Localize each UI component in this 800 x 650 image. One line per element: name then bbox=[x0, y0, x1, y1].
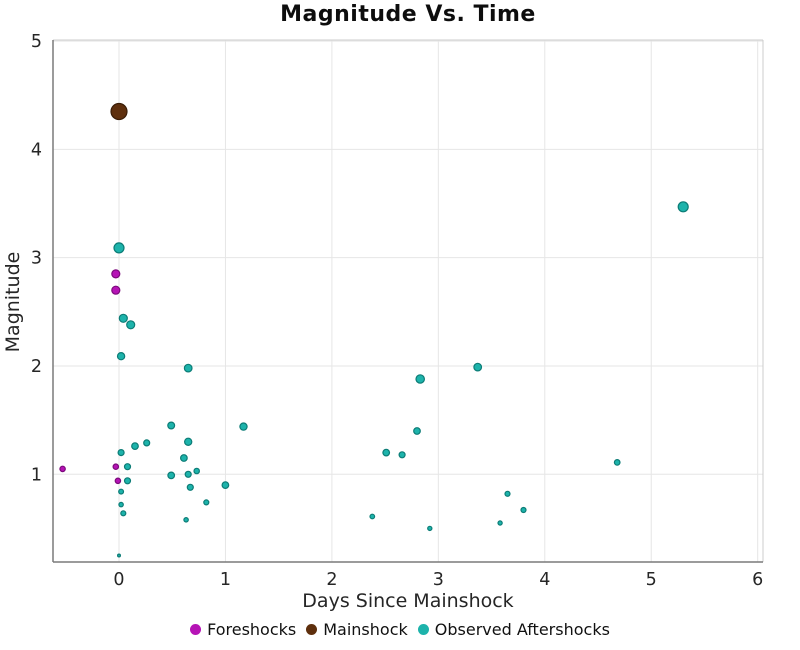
data-point-foreshocks[interactable] bbox=[114, 477, 122, 485]
data-point-observed-aftershocks[interactable] bbox=[167, 421, 176, 430]
y-tick-label: 3 bbox=[31, 249, 42, 269]
x-tick-label: 4 bbox=[539, 570, 550, 590]
data-point-observed-aftershocks[interactable] bbox=[186, 483, 194, 491]
data-point-observed-aftershocks[interactable] bbox=[497, 520, 503, 526]
legend: Foreshocks Mainshock Observed Aftershock… bbox=[0, 620, 800, 639]
data-point-observed-aftershocks[interactable] bbox=[203, 499, 210, 506]
data-point-foreshocks[interactable] bbox=[111, 269, 121, 279]
data-point-observed-aftershocks[interactable] bbox=[183, 363, 193, 373]
data-point-observed-aftershocks[interactable] bbox=[131, 442, 139, 451]
legend-label: Observed Aftershocks bbox=[434, 620, 610, 639]
data-point-observed-aftershocks[interactable] bbox=[183, 437, 193, 446]
x-tick-label: 6 bbox=[752, 570, 763, 590]
data-point-observed-aftershocks[interactable] bbox=[427, 525, 433, 532]
data-point-observed-aftershocks[interactable] bbox=[123, 477, 132, 485]
legend-item-foreshocks[interactable]: Foreshocks bbox=[190, 620, 296, 639]
data-point-observed-aftershocks[interactable] bbox=[167, 471, 176, 480]
data-point-observed-aftershocks[interactable] bbox=[126, 320, 136, 330]
data-point-observed-aftershocks[interactable] bbox=[179, 454, 188, 462]
data-point-observed-aftershocks[interactable] bbox=[118, 501, 124, 508]
x-axis-label: Days Since Mainshock bbox=[302, 590, 514, 612]
legend-item-mainshock[interactable]: Mainshock bbox=[306, 620, 408, 639]
data-point-observed-aftershocks[interactable] bbox=[382, 448, 391, 457]
y-axis-label: Magnitude bbox=[2, 251, 24, 353]
data-point-observed-aftershocks[interactable] bbox=[369, 513, 376, 520]
data-point-observed-aftershocks[interactable] bbox=[118, 313, 128, 323]
chart-title: Magnitude Vs. Time bbox=[280, 2, 536, 27]
data-point-observed-aftershocks[interactable] bbox=[117, 449, 125, 457]
data-point-observed-aftershocks[interactable] bbox=[413, 427, 421, 435]
data-point-observed-aftershocks[interactable] bbox=[520, 506, 527, 514]
data-point-foreshocks[interactable] bbox=[111, 285, 121, 295]
data-point-observed-aftershocks[interactable] bbox=[116, 352, 126, 361]
data-point-mainshock[interactable] bbox=[110, 102, 128, 121]
data-point-observed-aftershocks[interactable] bbox=[398, 451, 406, 459]
y-tick-label: 5 bbox=[31, 32, 42, 52]
data-point-observed-aftershocks[interactable] bbox=[221, 481, 230, 490]
data-point-observed-aftershocks[interactable] bbox=[113, 242, 125, 254]
y-tick-label: 1 bbox=[31, 465, 42, 485]
data-point-observed-aftershocks[interactable] bbox=[120, 510, 127, 517]
data-point-observed-aftershocks[interactable] bbox=[473, 362, 483, 372]
data-point-observed-aftershocks[interactable] bbox=[415, 374, 425, 384]
x-tick-label: 2 bbox=[326, 570, 337, 590]
data-point-observed-aftershocks[interactable] bbox=[123, 463, 132, 471]
data-point-observed-aftershocks[interactable] bbox=[184, 470, 192, 478]
x-tick-label: 3 bbox=[433, 570, 444, 590]
data-point-observed-aftershocks[interactable] bbox=[613, 459, 621, 466]
x-tick-label: 1 bbox=[220, 570, 231, 590]
x-tick-label: 5 bbox=[646, 570, 657, 590]
data-point-observed-aftershocks[interactable] bbox=[193, 467, 201, 475]
data-point-foreshocks[interactable] bbox=[59, 465, 66, 473]
data-point-observed-aftershocks[interactable] bbox=[118, 488, 125, 495]
y-tick-label: 4 bbox=[31, 140, 42, 160]
data-point-observed-aftershocks[interactable] bbox=[677, 201, 689, 213]
data-point-foreshocks[interactable] bbox=[112, 463, 120, 471]
data-point-observed-aftershocks[interactable] bbox=[183, 516, 189, 523]
legend-label: Foreshocks bbox=[207, 620, 297, 639]
data-point-observed-aftershocks[interactable] bbox=[504, 490, 511, 497]
x-tick-label: 0 bbox=[113, 570, 124, 590]
data-point-observed-aftershocks[interactable] bbox=[239, 422, 248, 431]
data-point-observed-aftershocks[interactable] bbox=[143, 439, 151, 447]
foreshocks-marker-icon bbox=[190, 624, 202, 635]
legend-item-observed-aftershocks[interactable]: Observed Aftershocks bbox=[417, 620, 610, 639]
y-tick-label: 2 bbox=[31, 357, 42, 377]
observed-aftershocks-marker-icon bbox=[417, 624, 429, 635]
legend-label: Mainshock bbox=[323, 620, 408, 639]
data-point-observed-aftershocks[interactable] bbox=[116, 553, 121, 558]
mainshock-marker-icon bbox=[306, 624, 318, 635]
